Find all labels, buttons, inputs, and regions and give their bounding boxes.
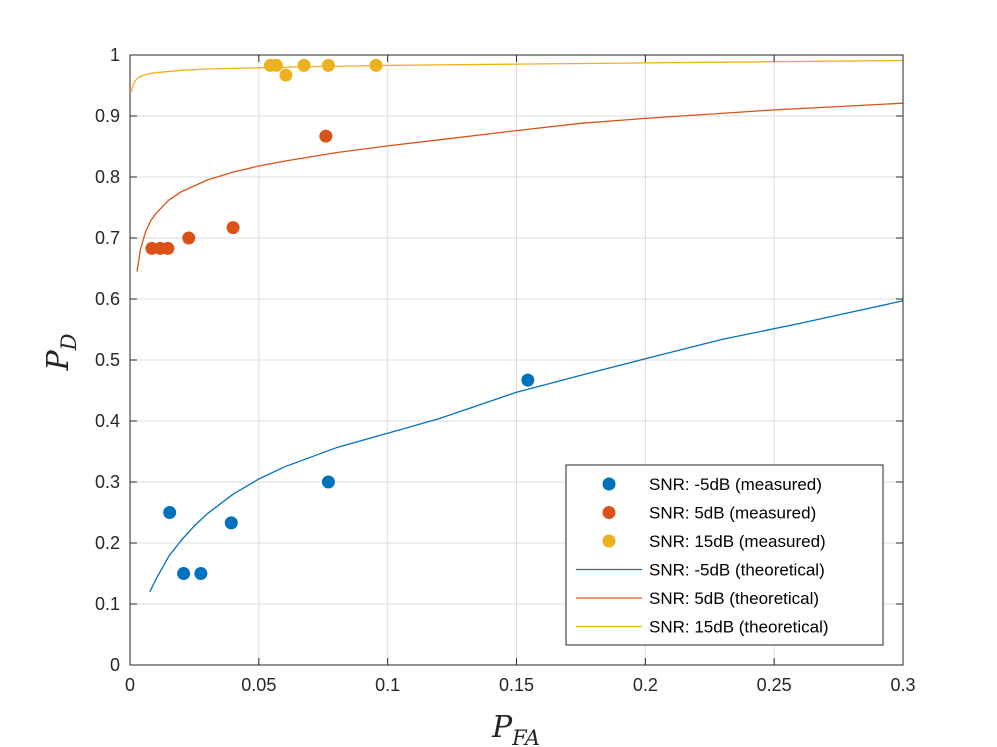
- measured-points: [145, 58, 535, 580]
- x-axis-title: PFA: [491, 710, 540, 747]
- data-point-series-0: [194, 567, 208, 580]
- data-point-series-1: [161, 241, 175, 255]
- legend-entries: SNR: -5dB (measured) SNR: 5dB (measured) S…: [576, 475, 829, 637]
- y-axis-title-main: P: [41, 350, 76, 372]
- x-tick-label: 0.05: [241, 675, 276, 695]
- y-tick-label: 0: [110, 655, 120, 675]
- y-tick-label: 0.3: [95, 472, 120, 492]
- y-tick-label: 0.7: [95, 228, 120, 248]
- legend-marker-swatch: [602, 534, 616, 548]
- data-point-series-1: [226, 221, 240, 235]
- data-point-series-1: [182, 231, 196, 245]
- y-tick-label: 0.1: [95, 594, 120, 614]
- series-line-4: [136, 102, 904, 272]
- y-tick-label: 0.5: [95, 350, 120, 370]
- legend-label: SNR: 5dB (theoretical): [649, 589, 819, 608]
- x-tick-label: 0.15: [499, 675, 534, 695]
- y-axis-title: PD: [41, 333, 81, 371]
- legend-label: SNR: -5dB (theoretical): [649, 561, 825, 580]
- data-point-series-2: [269, 58, 283, 72]
- x-tick-label: 0.2: [633, 675, 658, 695]
- legend-marker-swatch: [602, 477, 616, 491]
- x-axis-title-main: P: [491, 710, 513, 745]
- y-tick-label: 0.4: [95, 411, 120, 431]
- x-tick-label: 0: [125, 675, 135, 695]
- legend-marker-swatch: [602, 506, 616, 519]
- theoretical-curves: [130, 59, 904, 593]
- data-point-series-0: [321, 475, 335, 489]
- x-axis-title-subscript: FA: [511, 726, 540, 747]
- data-point-series-2: [321, 58, 335, 72]
- y-tick-label: 0.8: [95, 167, 120, 187]
- legend-box: [565, 464, 884, 646]
- series-line-3: [149, 300, 904, 593]
- legend-label: SNR: -5dB (measured): [649, 475, 822, 494]
- legend-label: SNR: 5dB (measured): [649, 504, 816, 523]
- data-point-series-0: [177, 567, 191, 580]
- y-tick-label: 0.2: [95, 533, 120, 553]
- y-tick-label: 1: [110, 45, 120, 65]
- legend-label: SNR: 15dB (measured): [649, 532, 826, 551]
- data-point-series-1: [319, 129, 333, 143]
- legend-label: SNR: 15dB (theoretical): [649, 618, 829, 637]
- y-tick-label: 0.6: [95, 289, 120, 309]
- data-point-series-2: [297, 58, 311, 72]
- data-point-series-2: [279, 68, 293, 82]
- data-point-series-2: [369, 58, 383, 72]
- x-tick-label: 0.1: [375, 675, 400, 695]
- x-tick-label: 0.25: [757, 675, 792, 695]
- y-axis-title-subscript: D: [57, 333, 81, 351]
- x-tick-label: 0.3: [890, 675, 915, 695]
- data-point-series-0: [224, 516, 238, 530]
- y-tick-label: 0.9: [95, 106, 120, 126]
- axis-ticks: 0 0.05 0.1 0.15 0.2 0.25 0.3 0 0.1 0.2 0.3 0.4 0.5 0.…: [95, 45, 916, 695]
- legend: SNR: -5dB (measured) SNR: 5dB (measured) S…: [565, 464, 884, 646]
- data-point-series-0: [163, 506, 177, 519]
- data-point-series-0: [521, 373, 535, 387]
- series-line-5: [130, 59, 904, 92]
